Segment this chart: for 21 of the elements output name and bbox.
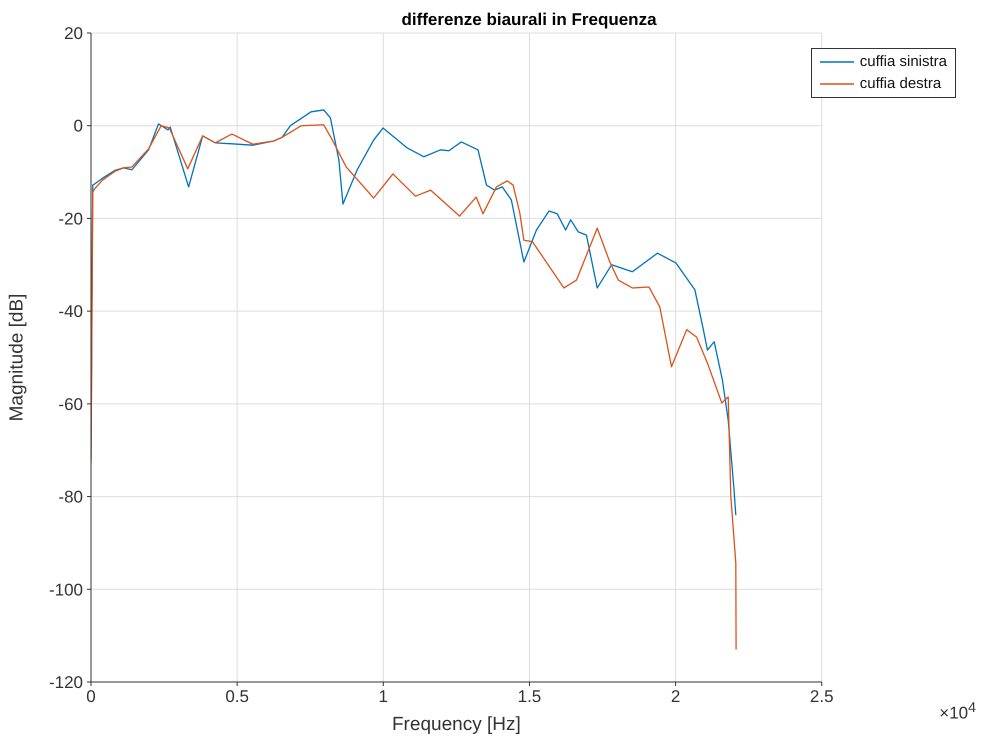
x-axis-title: Frequency [Hz] bbox=[392, 714, 521, 735]
y-tick-label: -20 bbox=[58, 209, 83, 228]
y-tick-label: -100 bbox=[48, 580, 83, 600]
legend-label: cuffia sinistra bbox=[860, 52, 947, 72]
y-tick-label: -80 bbox=[58, 488, 83, 507]
x-tick-label: 1 bbox=[378, 687, 388, 706]
y-tick-label: 0 bbox=[74, 116, 83, 136]
y-axis-title: Magnitude [dB] bbox=[6, 294, 28, 422]
line-series bbox=[91, 124, 737, 650]
x-tick-label: 0 bbox=[86, 687, 96, 706]
y-tick-label: -120 bbox=[48, 673, 83, 692]
text: ×10$^{4}$ bbox=[939, 700, 976, 724]
chart-title: differenze biaurali in Frequenza bbox=[400, 10, 658, 30]
x-tick-label: 2.5 bbox=[810, 687, 834, 706]
x-tick-label: 1.5 bbox=[518, 687, 542, 706]
x-tick-label: 2 bbox=[670, 687, 680, 706]
y-tick-label: -60 bbox=[58, 394, 83, 414]
x-tick-label: 0.5 bbox=[225, 687, 249, 706]
legend-label: cuffia destra bbox=[860, 74, 942, 94]
y-tick-label: 20 bbox=[64, 24, 83, 44]
y-tick-label: -40 bbox=[58, 302, 83, 322]
